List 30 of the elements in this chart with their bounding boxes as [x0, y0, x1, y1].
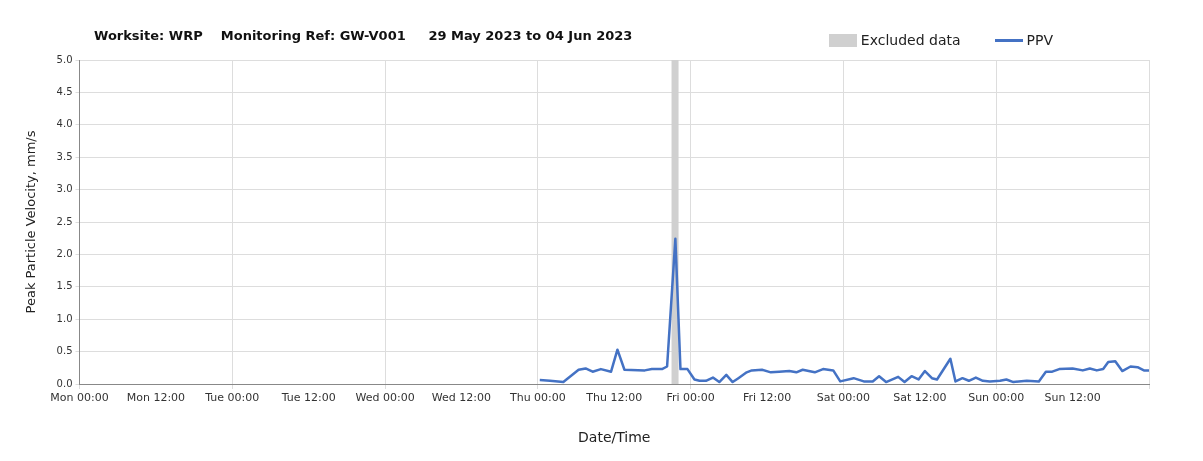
y-tick-label: 0.0	[56, 377, 73, 389]
y-tick-label: 4.5	[56, 85, 73, 97]
x-tick-label: Mon 00:00	[50, 391, 109, 405]
x-tick-label: Thu 00:00	[508, 391, 566, 405]
x-tick-label: Sat 00:00	[816, 391, 871, 405]
x-tick-label: Mon 12:00	[126, 391, 186, 405]
y-tick-label: 1.0	[56, 312, 73, 324]
x-tick-label: Sun 12:00	[1044, 391, 1101, 405]
y-tick-label: 3.0	[56, 183, 73, 195]
x-tick-label: Wed 00:00	[355, 391, 415, 405]
x-axis-title: Date/Time	[578, 429, 651, 446]
x-tick-label: Wed 12:00	[431, 391, 492, 405]
x-tick-label: Tue 12:00	[280, 391, 336, 405]
y-tick-label: 4.0	[56, 118, 73, 130]
y-tick-label: 5.0	[56, 53, 73, 65]
y-tick-label: 3.5	[56, 150, 73, 162]
y-tick-label: 0.5	[56, 345, 73, 357]
chart-title: Worksite: WRP Monitoring Ref: GW-V001 29 May 2023 to 04 Jun 2023	[94, 28, 633, 43]
y-tick-label: 1.5	[56, 280, 73, 292]
x-tick-label: Tue 00:00	[204, 391, 260, 405]
x-tick-label: Fri 00:00	[666, 391, 715, 405]
legend-label: PPV	[1026, 32, 1053, 48]
y-tick-label: 2.0	[56, 247, 73, 259]
y-axis-title: Peak Particle Velocity, mm/s	[23, 130, 39, 314]
y-tick-label: 2.5	[56, 215, 73, 227]
x-tick-label: Sat 12:00	[893, 391, 947, 405]
x-tick-label: Sun 00:00	[968, 391, 1025, 405]
x-tick-label: Fri 12:00	[742, 391, 792, 405]
legend-label: Excluded data	[860, 32, 961, 48]
x-tick-label: Thu 12:00	[585, 391, 643, 405]
